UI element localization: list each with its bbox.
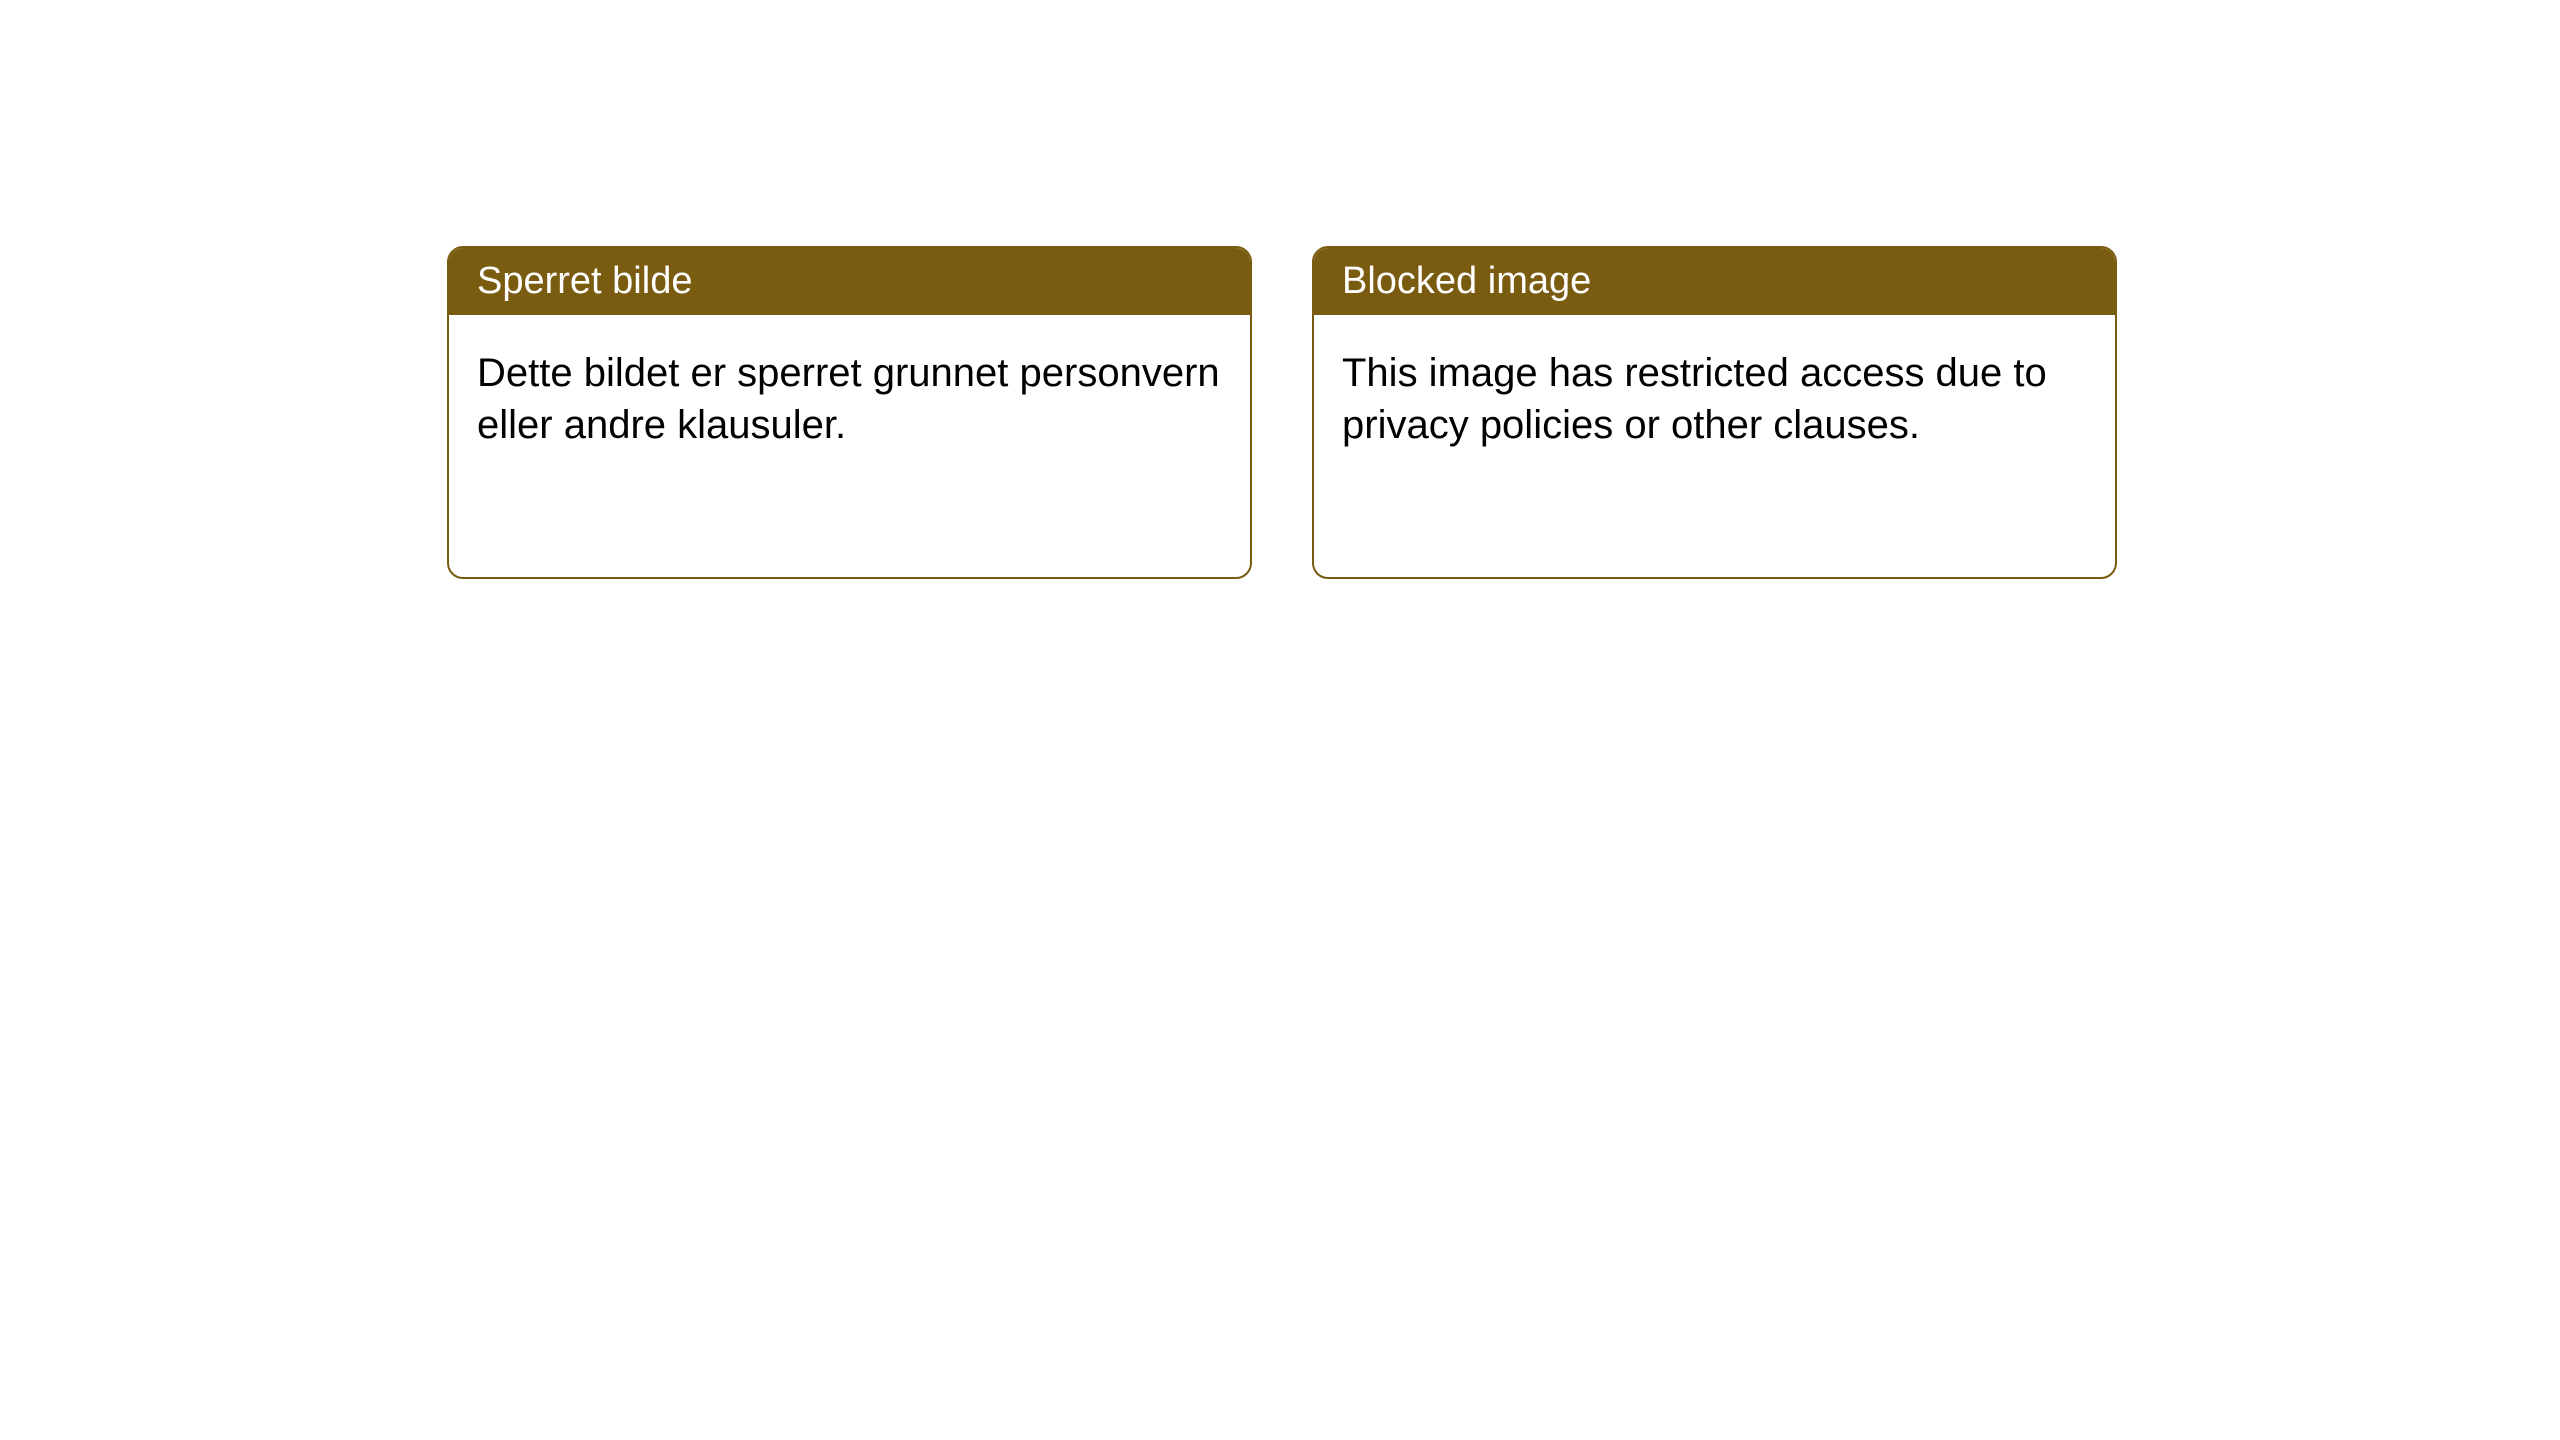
notice-card-norwegian: Sperret bilde Dette bildet er sperret gr… bbox=[447, 246, 1252, 579]
notice-header-norwegian: Sperret bilde bbox=[449, 248, 1250, 315]
notice-text-english: This image has restricted access due to … bbox=[1342, 351, 2047, 447]
notice-title-norwegian: Sperret bilde bbox=[477, 260, 692, 302]
notice-text-norwegian: Dette bildet er sperret grunnet personve… bbox=[477, 351, 1220, 447]
notice-header-english: Blocked image bbox=[1314, 248, 2115, 315]
notice-card-english: Blocked image This image has restricted … bbox=[1312, 246, 2117, 579]
notice-title-english: Blocked image bbox=[1342, 260, 1591, 302]
notice-body-english: This image has restricted access due to … bbox=[1314, 315, 2115, 483]
notice-container: Sperret bilde Dette bildet er sperret gr… bbox=[447, 246, 2117, 579]
notice-body-norwegian: Dette bildet er sperret grunnet personve… bbox=[449, 315, 1250, 483]
